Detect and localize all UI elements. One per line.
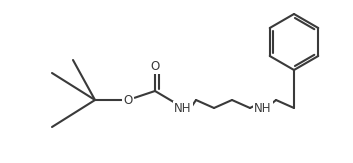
Text: O: O [124, 94, 133, 106]
Text: O: O [150, 60, 160, 74]
Text: NH: NH [254, 102, 272, 114]
Text: NH: NH [174, 102, 192, 114]
